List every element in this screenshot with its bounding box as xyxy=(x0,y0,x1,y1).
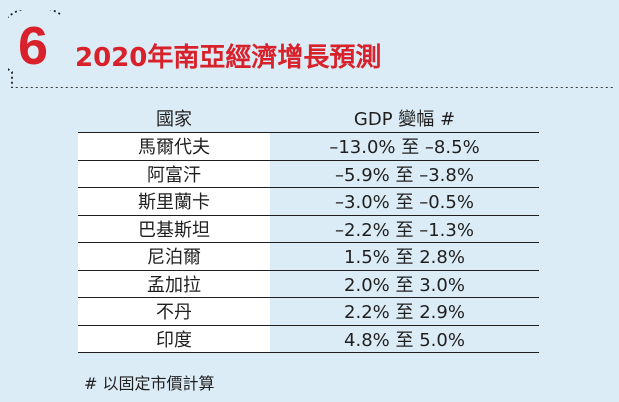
gdp-range-cell: –2.2% 至 –1.3% xyxy=(270,215,539,242)
gdp-range-cell: –5.9% 至 –3.8% xyxy=(270,160,539,187)
table-row: 阿富汗 –5.9% 至 –3.8% xyxy=(78,160,539,188)
section-number: 6 xyxy=(18,16,49,76)
table-header-row: 國家 GDP 變幅 # xyxy=(78,103,539,133)
table-row: 尼泊爾 1.5% 至 2.8% xyxy=(78,243,539,271)
gdp-range-cell: 2.0% 至 3.0% xyxy=(270,270,539,297)
gdp-table: 國家 GDP 變幅 # 馬爾代夫 –13.0% 至 –8.5% 阿富汗 –5.9… xyxy=(78,103,539,353)
country-cell: 阿富汗 xyxy=(78,160,270,187)
country-cell: 印度 xyxy=(78,325,270,352)
table-row: 斯里蘭卡 –3.0% 至 –0.5% xyxy=(78,188,539,216)
table-row: 印度 4.8% 至 5.0% xyxy=(78,325,539,353)
footnote: # 以固定市價計算 xyxy=(84,374,215,393)
page-title: 2020年南亞經濟增長預測 xyxy=(75,43,382,73)
gdp-range-cell: –13.0% 至 –8.5% xyxy=(270,133,539,160)
header: 6 2020年南亞經濟增長預測 xyxy=(0,0,619,92)
country-cell: 尼泊爾 xyxy=(78,243,270,270)
table-row: 馬爾代夫 –13.0% 至 –8.5% xyxy=(78,133,539,161)
table-row: 不丹 2.2% 至 2.9% xyxy=(78,298,539,326)
country-cell: 不丹 xyxy=(78,298,270,325)
gdp-range-cell: 4.8% 至 5.0% xyxy=(270,325,539,352)
country-cell: 斯里蘭卡 xyxy=(78,188,270,215)
country-cell: 孟加拉 xyxy=(78,270,270,297)
country-cell: 巴基斯坦 xyxy=(78,215,270,242)
column-header-gdp-change: GDP 變幅 # xyxy=(353,108,456,130)
table-row: 孟加拉 2.0% 至 3.0% xyxy=(78,270,539,298)
column-header-country: 國家 xyxy=(156,108,192,130)
table-row: 巴基斯坦 –2.2% 至 –1.3% xyxy=(78,215,539,243)
gdp-range-cell: –3.0% 至 –0.5% xyxy=(270,188,539,215)
gdp-range-cell: 1.5% 至 2.8% xyxy=(270,243,539,270)
gdp-range-cell: 2.2% 至 2.9% xyxy=(270,298,539,325)
country-cell: 馬爾代夫 xyxy=(78,133,270,160)
